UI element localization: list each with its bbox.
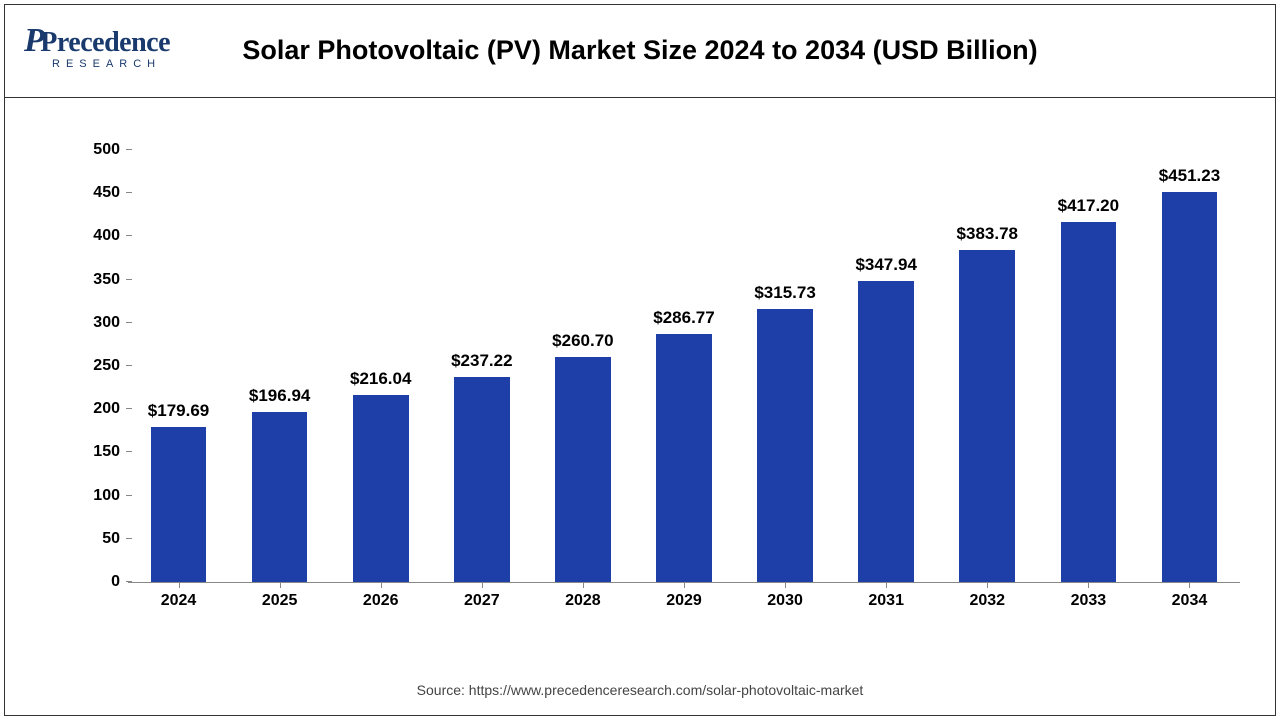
x-tick-label: 2026 xyxy=(363,592,399,610)
x-tick-mark xyxy=(886,582,887,588)
x-tick-mark xyxy=(1189,582,1190,588)
bar: $347.94 xyxy=(858,281,914,582)
y-tick-label: 0 xyxy=(111,574,120,590)
x-tick-mark xyxy=(1088,582,1089,588)
logo-subtext: RESEARCH xyxy=(52,58,170,70)
bar-value-label: $451.23 xyxy=(1159,166,1220,186)
x-tick-label: 2029 xyxy=(666,592,702,610)
x-tick-mark xyxy=(785,582,786,588)
x-tick-label: 2032 xyxy=(969,592,1005,610)
x-tick-mark xyxy=(684,582,685,588)
x-tick-label: 2031 xyxy=(868,592,904,610)
x-tick-label: 2033 xyxy=(1071,592,1107,610)
bar: $196.94 xyxy=(252,412,308,582)
logo-text: Precedence xyxy=(40,27,170,58)
y-tick-label: 100 xyxy=(93,488,120,504)
x-tick-mark xyxy=(280,582,281,588)
bar: $179.69 xyxy=(151,427,207,582)
bar: $383.78 xyxy=(959,250,1015,582)
header: PPrecedence RESEARCH Solar Photovoltaic … xyxy=(4,4,1276,98)
bar: $417.20 xyxy=(1061,222,1117,582)
plot-region: $179.69 $196.94 $216.04 $237.22 $260.70 $286.… xyxy=(128,150,1240,582)
bar: $237.22 xyxy=(454,377,510,582)
x-tick-mark xyxy=(583,582,584,588)
y-tick-label: 250 xyxy=(93,358,120,374)
bar: $315.73 xyxy=(757,309,813,582)
bar-value-label: $315.73 xyxy=(754,283,815,303)
x-tick-mark xyxy=(381,582,382,588)
bar-value-label: $196.94 xyxy=(249,386,310,406)
bar: $216.04 xyxy=(353,395,409,582)
y-tick-label: 350 xyxy=(93,272,120,288)
bar-value-label: $286.77 xyxy=(653,308,714,328)
bar-value-label: $417.20 xyxy=(1058,196,1119,216)
y-tick-label: 50 xyxy=(102,531,120,547)
x-tick-label: 2025 xyxy=(262,592,298,610)
x-tick-label: 2034 xyxy=(1172,592,1208,610)
x-tick-mark xyxy=(482,582,483,588)
x-tick-mark xyxy=(987,582,988,588)
chart-area: 050100150200250300350400450500 $179.69$1… xyxy=(80,150,1240,620)
y-tick-label: 150 xyxy=(93,444,120,460)
bar: $260.70 xyxy=(555,357,611,582)
bar-value-label: $260.70 xyxy=(552,331,613,351)
x-tick-label: 2028 xyxy=(565,592,601,610)
bar-value-label: $216.04 xyxy=(350,369,411,389)
bar: $286.77 xyxy=(656,334,712,582)
bar-value-label: $237.22 xyxy=(451,351,512,371)
x-tick-label: 2024 xyxy=(161,592,197,610)
source-text: Source: https://www.precedenceresearch.c… xyxy=(0,682,1280,698)
bar-value-label: $347.94 xyxy=(855,255,916,275)
x-tick-mark xyxy=(179,582,180,588)
bar: $451.23 xyxy=(1162,192,1218,582)
logo: PPrecedence RESEARCH xyxy=(24,22,170,70)
chart-title: Solar Photovoltaic (PV) Market Size 2024… xyxy=(4,35,1276,66)
y-axis: 050100150200250300350400450500 xyxy=(80,150,128,582)
y-tick-label: 200 xyxy=(93,401,120,417)
y-tick-label: 300 xyxy=(93,315,120,331)
y-tick-label: 400 xyxy=(93,228,120,244)
x-tick-label: 2027 xyxy=(464,592,500,610)
x-tick-label: 2030 xyxy=(767,592,803,610)
y-tick-label: 450 xyxy=(93,185,120,201)
bar-value-label: $383.78 xyxy=(957,224,1018,244)
bar-value-label: $179.69 xyxy=(148,401,209,421)
x-axis: 2024 2025 2026 2027 2028 2029 2030 2031 2032 2033… xyxy=(128,582,1240,620)
y-tick-label: 500 xyxy=(93,142,120,158)
